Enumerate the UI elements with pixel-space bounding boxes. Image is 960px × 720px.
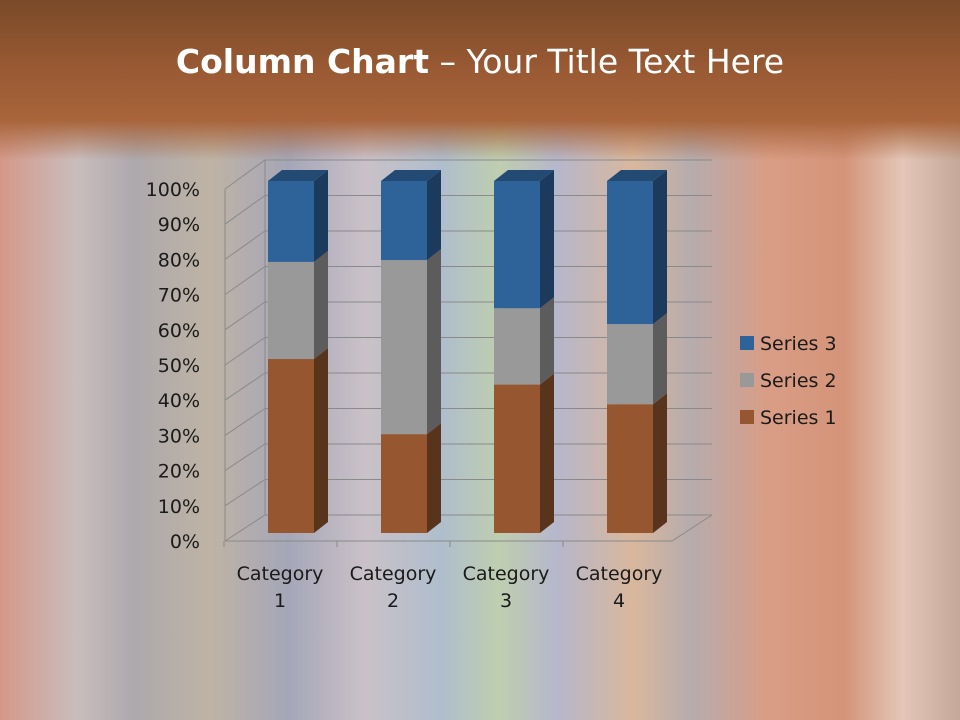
y-tick-label: 70%: [158, 285, 200, 307]
bar-top: [494, 170, 554, 181]
x-tick-label: Category: [237, 563, 324, 585]
x-tick-label: 4: [613, 590, 625, 612]
bar-series-1: [381, 434, 427, 533]
x-tick-label: 1: [274, 590, 286, 612]
title-rest: – Your Title Text Here: [428, 42, 785, 81]
bar-side: [540, 373, 554, 533]
y-tick-label: 90%: [158, 214, 200, 236]
legend-swatch: [740, 373, 754, 387]
y-tick-label: 60%: [158, 320, 200, 342]
y-tick-label: 100%: [146, 179, 200, 201]
bar-series-2: [494, 308, 540, 385]
y-tick-label: 30%: [158, 425, 200, 447]
x-tick-label: Category: [463, 563, 550, 585]
y-tick-label: 10%: [158, 496, 200, 518]
legend-label: Series 3: [760, 333, 837, 355]
y-tick-label: 20%: [158, 461, 200, 483]
bar-series-3: [268, 181, 314, 262]
x-tick-label: Category: [576, 563, 663, 585]
bar-side: [314, 170, 328, 262]
title-bar: [0, 0, 960, 160]
y-tick-label: 40%: [158, 390, 200, 412]
bar-series-3: [381, 181, 427, 261]
y-tick-label: 0%: [170, 531, 200, 553]
x-tick-label: Category: [350, 563, 437, 585]
bar-series-2: [268, 261, 314, 360]
floor-edge: [225, 514, 713, 542]
bar-side: [314, 250, 328, 360]
slide-title: Column Chart – Your Title Text Here: [0, 42, 960, 81]
legend-swatch: [740, 410, 754, 424]
bar-top: [381, 170, 441, 181]
bar-top: [268, 170, 328, 181]
legend-label: Series 2: [760, 370, 837, 392]
bar-series-2: [607, 324, 653, 405]
bar-series-2: [381, 260, 427, 435]
x-tick-label: 3: [500, 590, 512, 612]
bar-side: [314, 348, 328, 533]
bar-series-3: [494, 181, 540, 309]
legend-label: Series 1: [760, 407, 837, 429]
bar-series-1: [268, 359, 314, 533]
bar-side: [427, 423, 441, 533]
bar-side: [653, 313, 667, 405]
bar-series-1: [494, 384, 540, 533]
bar-side: [540, 170, 554, 309]
bar-side: [653, 393, 667, 533]
bar-side: [427, 170, 441, 261]
y-tick-label: 80%: [158, 249, 200, 271]
bar-top: [607, 170, 667, 181]
x-tick-label: 2: [387, 590, 399, 612]
bar-side: [427, 249, 441, 435]
bar-series-3: [607, 181, 653, 325]
title-bold: Column Chart: [175, 42, 429, 81]
bar-side: [653, 170, 667, 325]
legend-swatch: [740, 336, 754, 350]
y-tick-label: 50%: [158, 355, 200, 377]
bar-series-1: [607, 404, 653, 533]
bar-side: [540, 297, 554, 385]
